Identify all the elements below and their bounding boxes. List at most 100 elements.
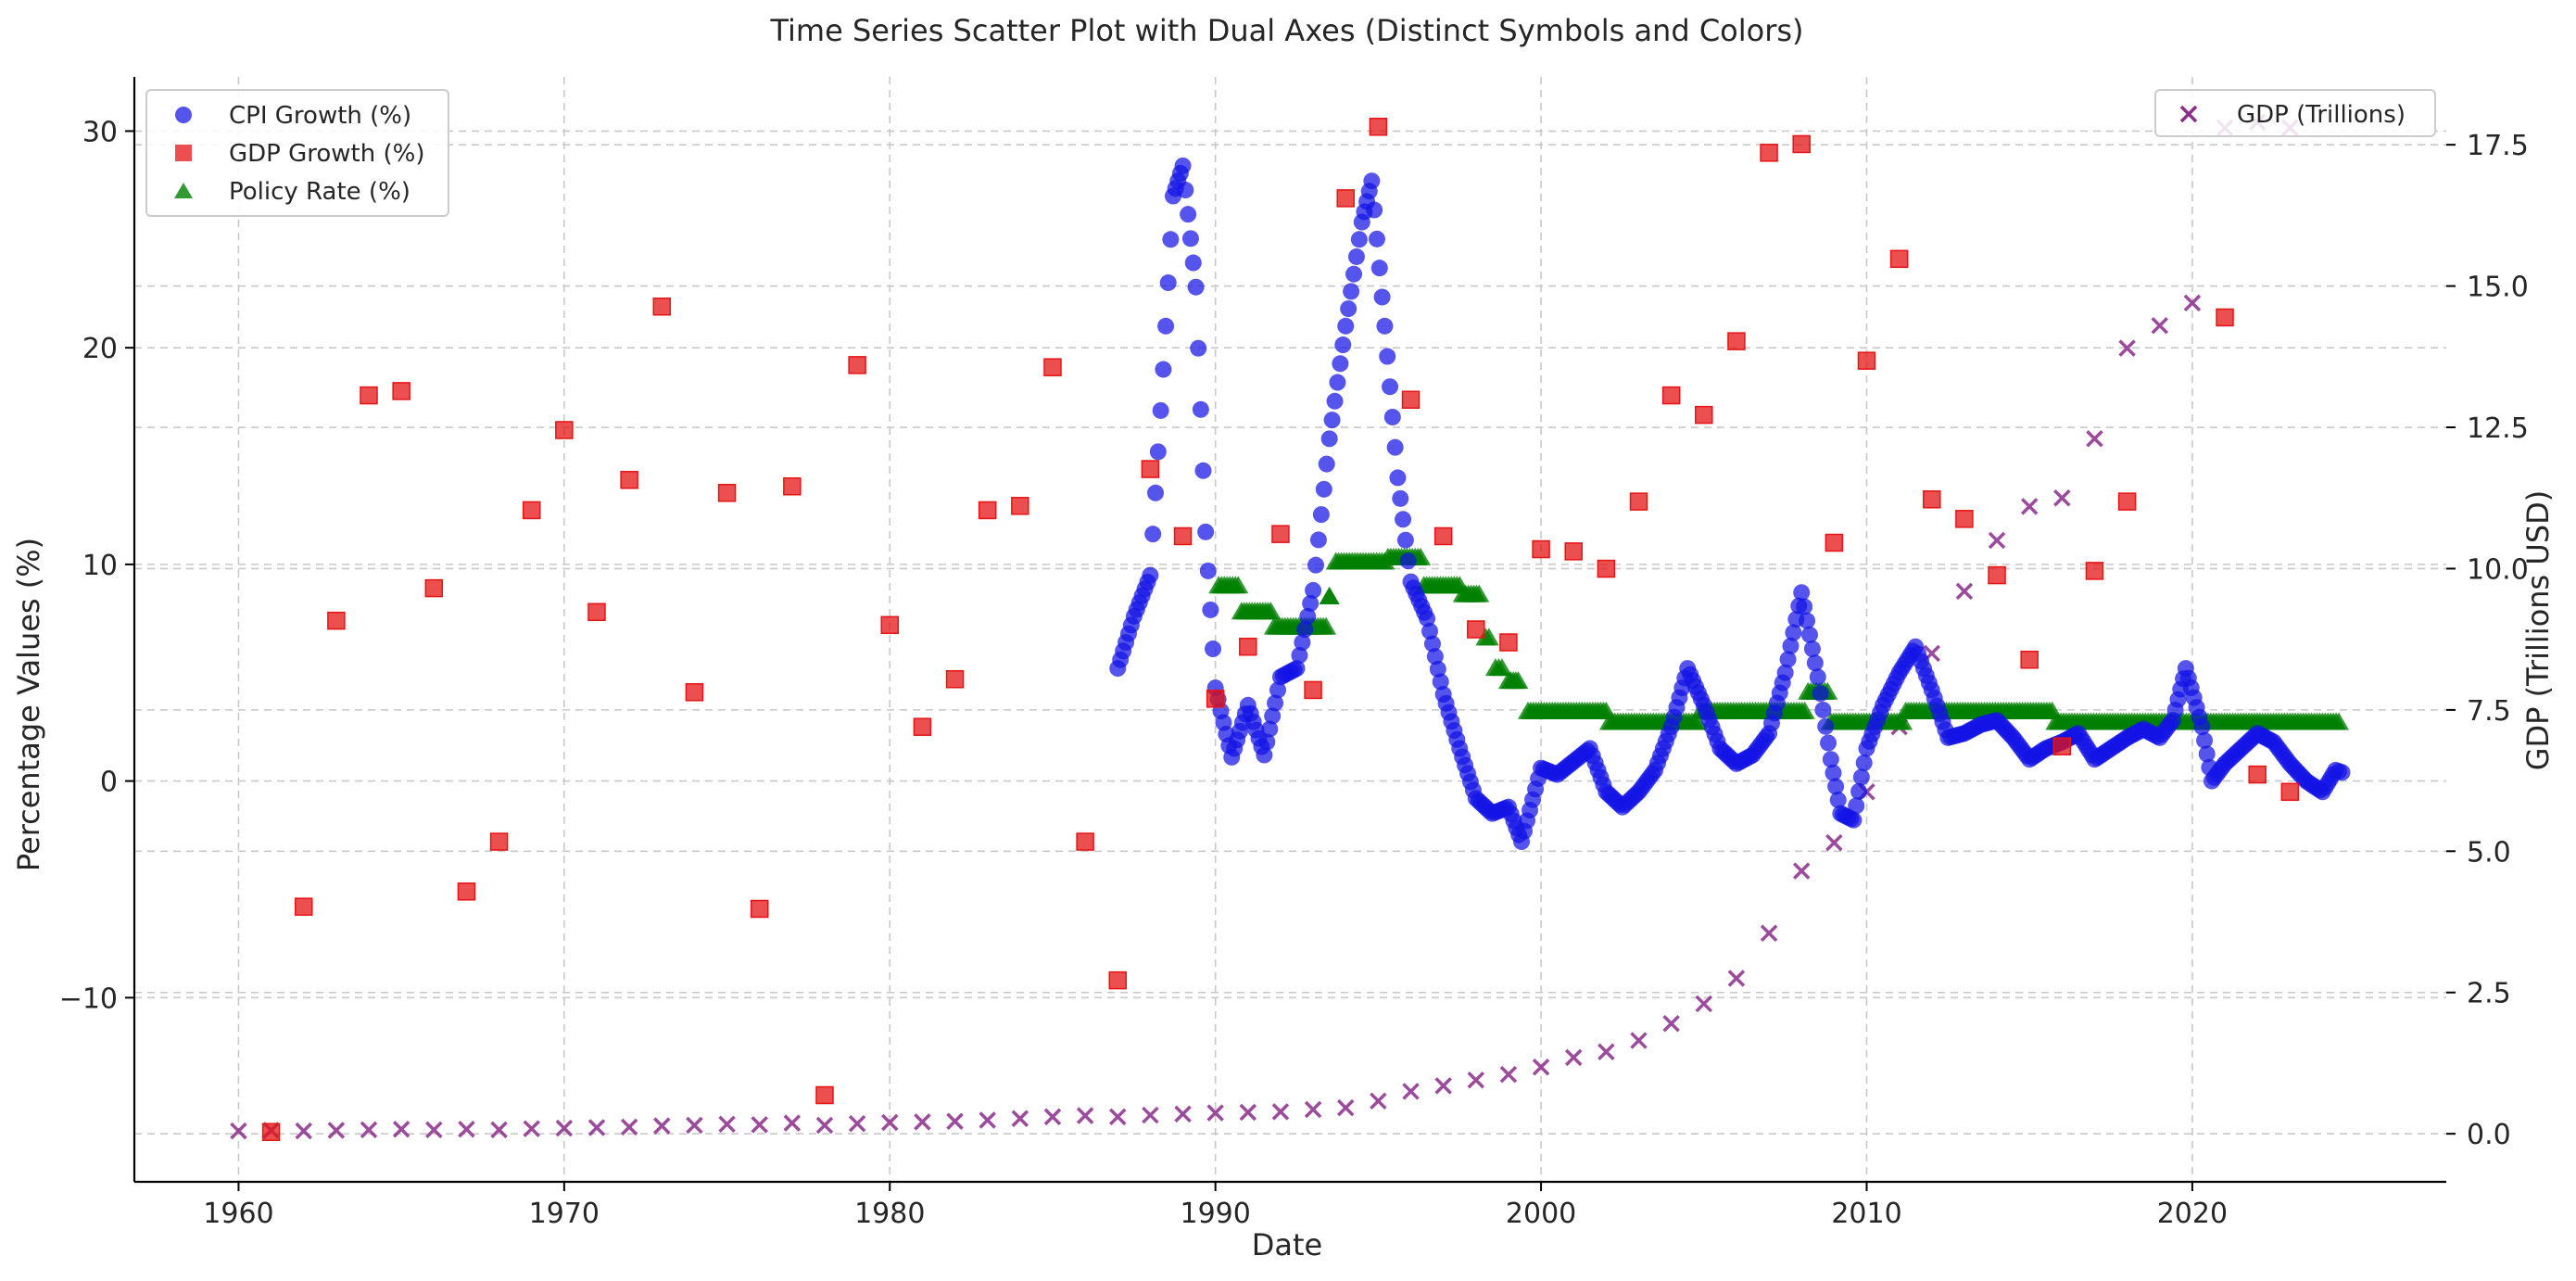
gdp-growth-point <box>1239 637 1257 656</box>
cpi-growth-point <box>1340 300 1357 318</box>
x-tick-label: 1980 <box>854 1198 925 1230</box>
cpi-growth-point <box>1363 172 1381 190</box>
gdp-trillions-point <box>1695 995 1713 1013</box>
gdp-trillions-point <box>1370 1092 1387 1110</box>
cpi-growth-point <box>1366 201 1383 219</box>
cpi-growth-point <box>1799 612 1816 629</box>
cpi-growth-point <box>2193 718 2211 736</box>
gdp-trillions-point <box>523 1120 540 1137</box>
gdp-growth-point <box>1206 690 1225 708</box>
gdp-trillions-point <box>230 1122 247 1140</box>
cpi-growth-point <box>1269 681 1287 699</box>
gdp-trillions-point <box>1076 1107 1094 1124</box>
gdp-trillions-point <box>848 1114 866 1133</box>
gdp-trillions-point <box>914 1113 931 1131</box>
cpi-growth-point <box>1323 412 1341 429</box>
legend-cpi-label: CPI Growth (%) <box>229 102 411 130</box>
gdp-trillions-point <box>1532 1058 1550 1076</box>
x-tick-label: 1960 <box>203 1198 273 1230</box>
policy-rate-point <box>1892 712 1913 730</box>
cpi-growth-point <box>1142 566 1159 584</box>
gdp-trillions-point <box>686 1116 703 1135</box>
gdp-growth-point <box>1076 832 1094 851</box>
x-tick-label: 2000 <box>1506 1198 1576 1230</box>
gdp-growth-point <box>685 683 704 702</box>
gdp-growth-point <box>489 832 509 851</box>
cpi-growth-point <box>1822 751 1839 768</box>
cpi-growth-point <box>1429 660 1446 678</box>
gdp-trillions-point <box>1304 1100 1322 1119</box>
cpi-growth-point <box>1202 601 1219 618</box>
gdp-trillions-point <box>555 1119 574 1137</box>
legend-policy-marker <box>174 183 193 198</box>
y-left-tick-label: 0 <box>100 767 118 799</box>
gdp-growth-point <box>587 602 606 622</box>
gdp-trillions-point <box>979 1111 996 1129</box>
cpi-growth-point <box>1368 230 1385 247</box>
gdp-trillions-point <box>1402 1083 1420 1100</box>
gdp-trillions-point <box>2118 339 2136 357</box>
gdp-growth-point <box>2052 737 2072 755</box>
cpi-growth-point <box>1197 523 1215 540</box>
cpi-growth-point <box>2333 764 2351 781</box>
cpi-growth-point <box>1855 754 1873 771</box>
cpi-growth-point <box>1383 408 1401 425</box>
gdp-trillions-point <box>360 1121 378 1139</box>
gdp-growth-point <box>2248 765 2267 784</box>
cpi-growth-point <box>1174 157 1192 174</box>
gdp-trillions-point <box>1988 531 2006 550</box>
gdp-trillions-point <box>1630 1032 1648 1049</box>
gdp-growth-point <box>522 501 541 520</box>
gdp-growth-point <box>2280 782 2300 802</box>
cpi-growth-point <box>1305 581 1322 599</box>
cpi-growth-point <box>1187 278 1205 296</box>
cpi-growth-point <box>1199 562 1217 579</box>
gdp-trillions-point <box>295 1122 312 1140</box>
cpi-growth-point <box>1261 720 1279 738</box>
cpi-growth-point <box>1147 484 1165 501</box>
cpi-growth-point <box>1779 651 1797 668</box>
gdp-growth-point <box>1141 460 1160 478</box>
policy-rate-point <box>1469 584 1490 602</box>
gdp-trillions-point <box>1206 1104 1224 1122</box>
cpi-growth-point <box>1419 610 1436 628</box>
gdp-growth-point <box>1401 390 1421 410</box>
axes: 1960 1970 1980 1990 2000 2010 2020 −10 0 10 20 30 0.… <box>59 77 2529 1230</box>
gdp-growth-point <box>1597 559 1616 578</box>
cpi-growth-point <box>1312 506 1330 524</box>
legend-left-box <box>145 89 449 217</box>
cpi-growth-point <box>1827 778 1845 795</box>
policy-rate-point <box>1228 576 1249 594</box>
policy-rate-point <box>1478 628 1499 646</box>
cpi-growth-point <box>1800 626 1818 643</box>
gdp-trillions-point <box>2086 429 2103 448</box>
policy-rate-point <box>1316 616 1337 635</box>
gdp-trillions-point <box>1142 1106 1159 1124</box>
legend-cpi-marker <box>175 107 192 123</box>
gdp-trillions-point <box>1043 1108 1062 1126</box>
legend-gdp-growth-marker <box>175 145 192 161</box>
gdp-trillions-point <box>815 1116 834 1135</box>
cpi-growth-point <box>1320 430 1338 448</box>
y-right-tick-label: 15.0 <box>2467 272 2529 304</box>
gdp-growth-point <box>1727 332 1746 350</box>
cpi-growth-point <box>1796 598 1813 615</box>
cpi-growth-point <box>1370 260 1388 277</box>
cpi-growth-point <box>1386 438 1404 456</box>
cpi-growth-point <box>1817 717 1835 735</box>
cpi-growth-point <box>1291 647 1308 665</box>
y-left-tick-label: −10 <box>59 983 118 1015</box>
cpi-growth-point <box>2196 731 2214 749</box>
cpi-growth-point <box>1850 782 1868 800</box>
legend-policy-label: Policy Rate (%) <box>229 178 410 206</box>
cpi-growth-point <box>1392 489 1409 507</box>
policy-rate-point <box>1260 602 1282 620</box>
gdp-trillions-point <box>1337 1098 1355 1117</box>
gdp-growth-point <box>1695 405 1713 425</box>
x-tick-label: 2020 <box>2157 1198 2228 1230</box>
gdp-trillions-point <box>327 1122 346 1139</box>
cpi-growth-point <box>1299 607 1317 625</box>
data-marks <box>230 113 2351 1141</box>
cpi-growth-point <box>1190 339 1207 357</box>
cpi-growth-point <box>1329 374 1346 391</box>
